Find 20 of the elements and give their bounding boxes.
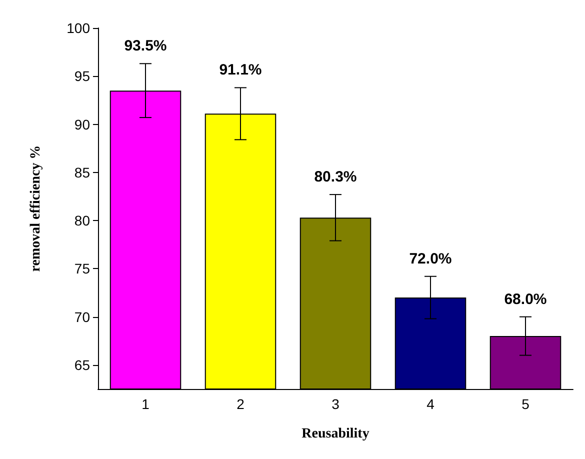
y-axis-title: removal efficiency % <box>28 145 44 272</box>
x-tick-label: 1 <box>142 396 150 412</box>
data-label: 80.3% <box>314 168 357 186</box>
data-label: 72.0% <box>409 250 452 268</box>
x-axis-title: Reusability <box>302 426 370 442</box>
y-tick-label: 90 <box>74 116 90 132</box>
data-label: 68.0% <box>504 290 547 308</box>
x-tick-label: 3 <box>332 396 340 412</box>
x-tick-label: 2 <box>236 396 245 412</box>
data-label: 93.5% <box>124 38 167 55</box>
y-tick-label: 85 <box>74 164 90 180</box>
y-tick-label: 75 <box>74 260 90 277</box>
y-tick-label: 70 <box>74 308 90 325</box>
y-tick-label: 65 <box>74 356 90 373</box>
y-tick-label: 100 <box>66 20 90 36</box>
x-tick-label: 5 <box>522 396 530 412</box>
x-tick-label: 4 <box>426 396 435 412</box>
data-label: 91.1% <box>219 62 262 79</box>
y-tick-label: 95 <box>74 68 90 84</box>
y-tick-label: 80 <box>74 212 90 229</box>
